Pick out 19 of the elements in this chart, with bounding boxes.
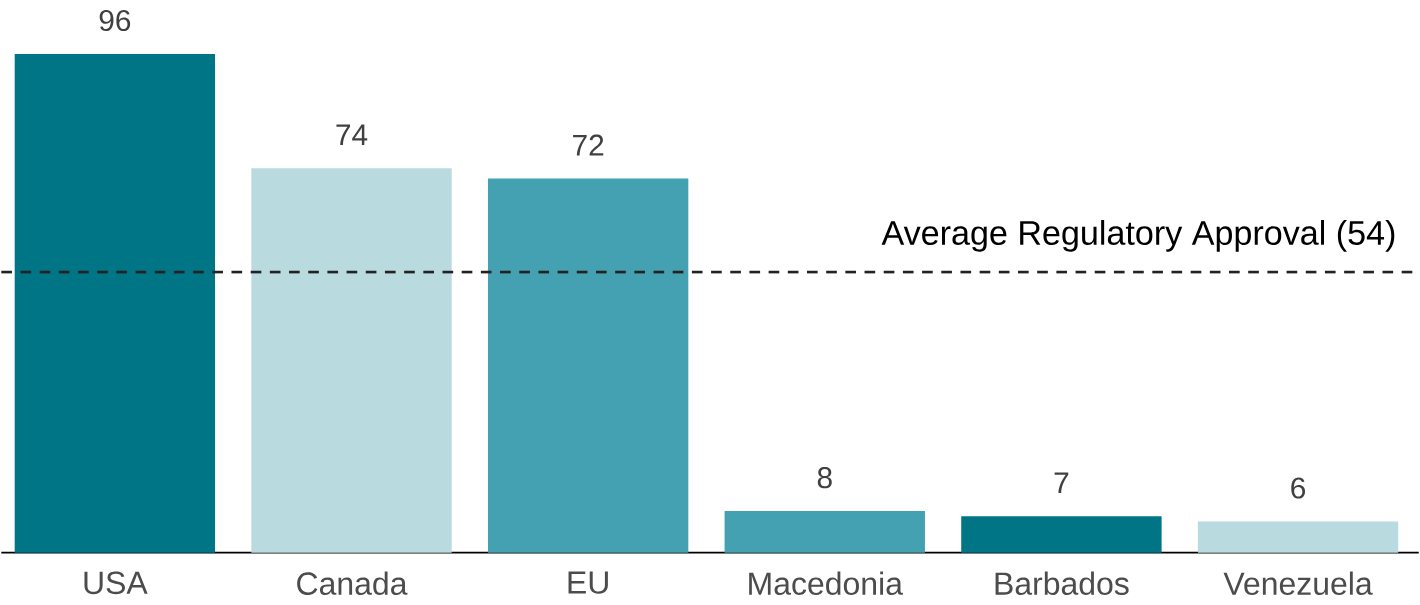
data-label: 72 (573, 134, 604, 156)
bar (1197, 521, 1399, 553)
x-tick-label: USA (84, 571, 148, 595)
data-label: 7 (1054, 472, 1069, 494)
x-tick-label: Barbados (995, 571, 1129, 596)
x-tick-label: Canada (297, 571, 408, 596)
x-tick-label: Venezuela (1223, 571, 1373, 596)
data-label: 96 (99, 9, 131, 32)
data-label: 74 (336, 124, 368, 146)
data-label: 6 (1291, 477, 1306, 499)
bar (14, 53, 216, 553)
ref-line-label: Average Regulatory Approval (54) (881, 220, 1395, 252)
bar (961, 516, 1162, 553)
bar (251, 168, 452, 553)
x-tick-label: Macedonia (749, 571, 903, 596)
x-tick-label: EU (568, 571, 608, 594)
bar (724, 511, 925, 553)
data-label: 8 (817, 467, 832, 489)
bar (487, 178, 689, 553)
